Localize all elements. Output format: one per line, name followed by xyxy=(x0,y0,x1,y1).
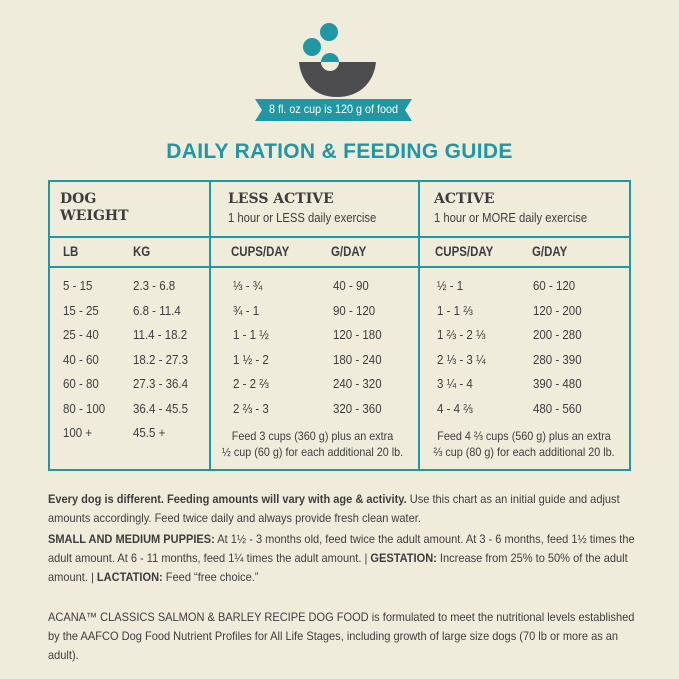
group-dog-weight-line1: DOG xyxy=(60,191,97,207)
table-cell: 2 ⅓ - 3 ¼ xyxy=(437,352,486,367)
table-cell: 27.3 - 36.4 xyxy=(133,377,188,391)
table-cell: 1 ⅔ - 2 ⅓ xyxy=(437,328,486,342)
table-cell: 2 ⅔ - 3 xyxy=(233,401,269,416)
table-cell: 320 - 360 xyxy=(333,401,382,416)
food-bowl-icon xyxy=(299,23,376,97)
table-cell: 45.5 + xyxy=(133,426,166,440)
table-cell: 25 - 40 xyxy=(63,328,99,342)
table-cell: 4 - 4 ⅔ xyxy=(437,401,473,416)
table-cell: 5 - 15 xyxy=(63,279,93,293)
table-cell: 200 - 280 xyxy=(533,328,582,342)
active-note: Feed 4 ⅔ cups (560 g) plus an extra ⅔ cup… xyxy=(433,429,615,459)
active-subtitle: 1 hour or MORE daily exercise xyxy=(434,211,588,225)
table-cell: 100 + xyxy=(63,426,93,440)
table-cell: 390 - 480 xyxy=(533,377,582,391)
table-cell: 60 - 80 xyxy=(63,377,99,391)
cup-note-ribbon xyxy=(255,99,412,121)
table-cell: 40 - 90 xyxy=(333,279,369,293)
table-cell: 2.3 - 6.8 xyxy=(133,279,176,293)
table-cell: 180 - 240 xyxy=(333,352,382,367)
table-cell: 2 - 2 ⅔ xyxy=(233,377,269,391)
table-cell: 280 - 390 xyxy=(533,352,582,367)
page-title: DAILY RATION & FEEDING GUIDE xyxy=(166,140,513,163)
col-kg: KG xyxy=(133,244,151,259)
table-cell: 15 - 25 xyxy=(63,303,99,318)
feeding-table: DOG WEIGHT LESS ACTIVE 1 hour or LESS da… xyxy=(48,180,631,471)
table-cell: 90 - 120 xyxy=(333,303,376,318)
table-cell: 6.8 - 11.4 xyxy=(133,303,181,318)
table-cell: 40 - 60 xyxy=(63,352,99,367)
col-active-cups: CUPS/DAY xyxy=(435,244,494,259)
less-active-note: Feed 3 cups (360 g) plus an extra ½ cup (… xyxy=(221,429,404,459)
table-cell: 1 - 1 ½ xyxy=(233,328,269,342)
table-cell: 60 - 120 xyxy=(533,279,576,293)
col-less-cups: CUPS/DAY xyxy=(231,244,290,259)
table-cell: 1 ½ - 2 xyxy=(233,352,269,367)
table-cell: ½ - 1 xyxy=(437,279,464,293)
less-active-subtitle: 1 hour or LESS daily exercise xyxy=(228,211,377,225)
table-cell: 240 - 320 xyxy=(333,377,382,391)
table-cell: ⅓ - ¾ xyxy=(233,279,263,293)
table-cell: 120 - 200 xyxy=(533,303,582,318)
table-cell: 3 ¼ - 4 xyxy=(437,377,473,391)
col-active-g: G/DAY xyxy=(532,244,568,259)
group-less-active: LESS ACTIVE xyxy=(228,191,334,207)
table-cell: ¾ - 1 xyxy=(233,303,260,318)
table-cell: 11.4 - 18.2 xyxy=(133,328,188,342)
table-cell: 1 - 1 ⅔ xyxy=(437,303,473,318)
table-cell: 36.4 - 45.5 xyxy=(133,401,188,416)
table-cell: 18.2 - 27.3 xyxy=(133,352,188,367)
aafco-statement: ACANA™ CLASSICS SALMON & BARLEY RECIPE D… xyxy=(48,610,635,662)
group-active: ACTIVE xyxy=(434,191,495,207)
life-stage-guidance: SMALL AND MEDIUM PUPPIES: At 1½ - 3 mont… xyxy=(48,532,635,584)
col-less-g: G/DAY xyxy=(331,244,367,259)
general-guidance: Every dog is different. Feeding amounts … xyxy=(48,492,620,525)
group-dog-weight-line2: WEIGHT xyxy=(60,208,129,224)
col-lb: LB xyxy=(63,244,79,259)
table-cell: 80 - 100 xyxy=(63,401,106,416)
table-cell: 480 - 560 xyxy=(533,401,582,416)
table-cell: 120 - 180 xyxy=(333,328,382,342)
cup-note: 8 fl. oz cup is 120 g of food xyxy=(268,102,399,116)
